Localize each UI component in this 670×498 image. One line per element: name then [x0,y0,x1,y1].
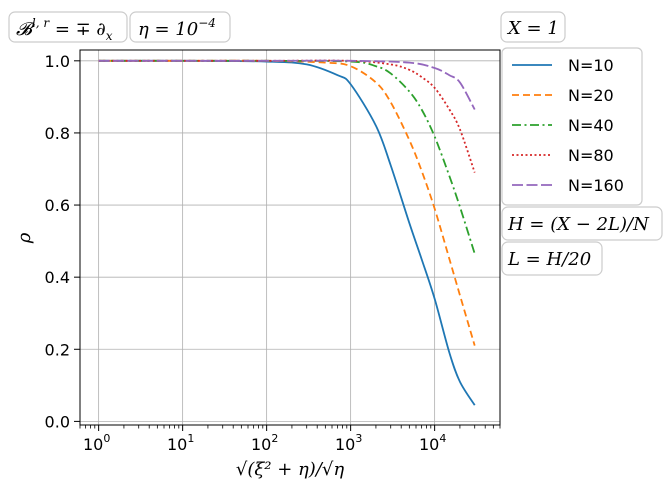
legend-footer-box-1 [501,206,663,241]
legend-entries: N=10 N=20 N=40 N=80 N=160 [512,56,624,195]
grid [80,50,500,425]
y-tick-label: 0.8 [45,124,70,143]
legend-label: N=160 [568,176,624,195]
annotation-boundary-box [8,11,128,43]
series-line-n-20 [98,59,476,346]
annotation-eta-box [129,11,231,43]
legend-footer-2: L = H/20 [507,249,591,270]
y-tick-label: 1.0 [45,52,70,71]
y-ticks: 0.0 0.2 0.4 0.6 0.8 1.0 [45,52,80,431]
axes-frame [79,49,501,426]
x-ticks: 100 101 102 103 104 [79,425,501,454]
annotation-boundary-text: 𝓑l, r = ∓ ∂x [16,16,113,43]
x-axis-label: √(ξ² + η)/√η [236,459,344,480]
x-tick-label: 100 [83,432,110,454]
legend-label: N=80 [568,146,614,165]
series-line-n-160 [98,59,476,110]
x-tick-label: 104 [419,432,446,454]
series-line-n-10 [98,59,476,406]
y-tick-label: 0.2 [45,340,70,359]
x-tick-label: 103 [335,432,362,454]
legend-footer-box-2 [501,241,603,276]
legend-label: N=10 [568,56,614,75]
series-line-n-40 [98,59,476,255]
series-line-n-80 [98,59,476,173]
legend-label: N=40 [568,116,614,135]
annotation-boundary: 𝓑l, r = ∓ ∂x [8,11,128,43]
legend-header: X = 1 [506,18,559,39]
legend: X = 1 N=10 N=20 N=40 N=80 N=160 H = (X − 2L)… [500,11,663,276]
y-axis-label: ρ [14,232,35,244]
legend-header-box [500,11,566,43]
legend-footer-1: H = (X − 2L)/N [507,214,650,235]
annotation-eta-text: η = 10−4 [138,16,216,40]
x-tick-label: 102 [251,432,278,454]
y-tick-label: 0.0 [45,412,70,431]
y-tick-label: 0.6 [45,196,70,215]
legend-box [501,47,643,206]
annotation-eta: η = 10−4 [129,11,231,43]
legend-label: N=20 [568,86,614,105]
y-tick-label: 0.4 [45,268,70,287]
series-group [98,59,476,406]
x-tick-label: 101 [167,432,194,454]
